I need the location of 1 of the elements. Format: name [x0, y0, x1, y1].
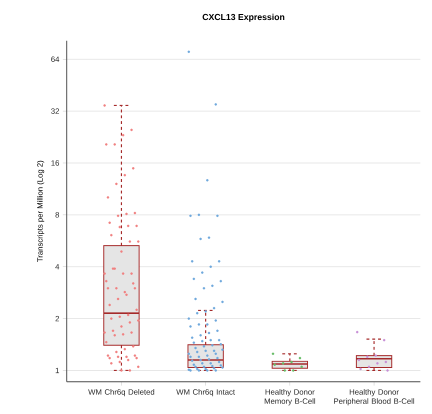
chart-title: CXCL13 Expression	[202, 14, 284, 22]
